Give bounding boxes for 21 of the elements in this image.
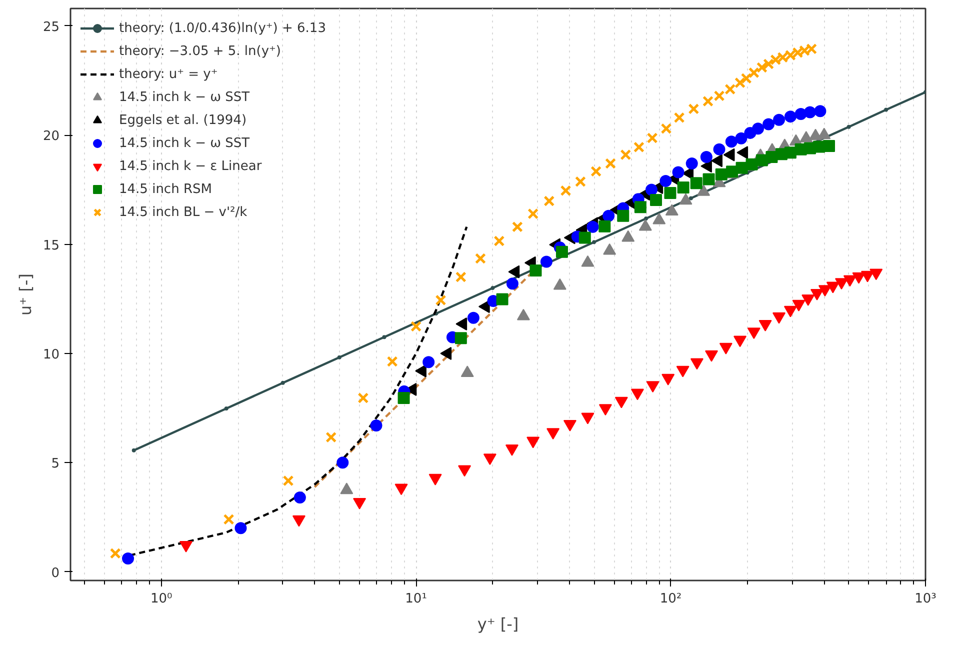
legend-label: theory: u⁺ = y⁺ [119, 66, 218, 84]
y-axis-title: u⁺ [-] [16, 274, 35, 316]
legend-label: 14.5 inch k − ε Linear [119, 158, 262, 176]
y-tick-label: 0 [51, 566, 60, 581]
legend-label: theory: (1.0/0.436)ln(y⁺) + 6.13 [119, 20, 326, 38]
x-tick-label: 10² [660, 592, 682, 606]
legend-label: 14.5 inch k − ω SST [119, 134, 250, 152]
x-axis-title: y⁺ [-] [477, 614, 519, 634]
legend-label: Eggels et al. (1994) [119, 112, 247, 130]
y-tick-label: 10 [42, 347, 60, 362]
x-tick-label: 10³ [914, 592, 936, 606]
y-tick-label: 5 [51, 456, 60, 472]
legend-label: 14.5 inch BL − v'²/k [119, 204, 248, 222]
legend-label: theory: −3.05 + 5. ln(y⁺) [119, 42, 281, 60]
y-tick-label: 20 [42, 129, 60, 144]
y-tick-label: 15 [42, 238, 60, 254]
x-tick-label: 10⁰ [150, 592, 172, 606]
legend-label: 14.5 inch k − ω SST [119, 88, 250, 106]
legend-label: 14.5 inch RSM [119, 180, 212, 198]
y-tick-label: 25 [42, 20, 60, 35]
x-tick-label: 10¹ [405, 592, 427, 606]
